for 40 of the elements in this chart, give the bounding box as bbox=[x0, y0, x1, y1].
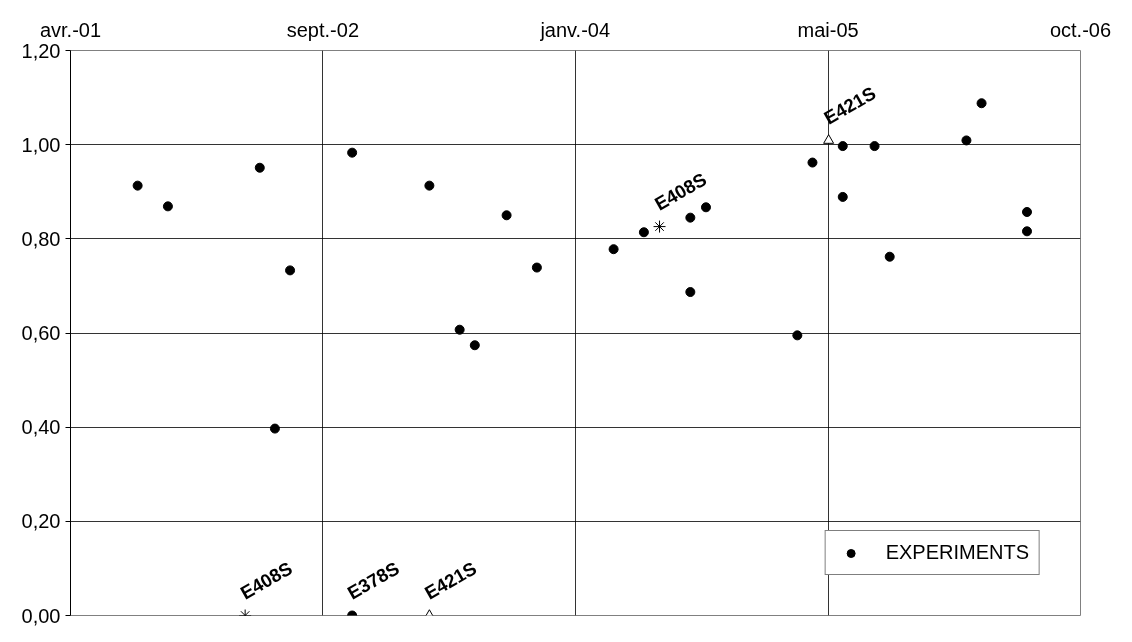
point bbox=[254, 162, 265, 173]
y-tick-label: 1,20 bbox=[21, 39, 61, 62]
point bbox=[1022, 226, 1032, 237]
x-tick-label: avr.-01 bbox=[39, 18, 102, 41]
point bbox=[162, 201, 173, 212]
point bbox=[132, 180, 143, 191]
point bbox=[807, 157, 818, 168]
y-tick-label: 1,00 bbox=[21, 133, 61, 156]
point bbox=[269, 423, 280, 434]
legend-label: EXPERIMENTS bbox=[885, 541, 1029, 564]
point bbox=[792, 330, 803, 341]
y-tick-label: 0,60 bbox=[21, 322, 61, 344]
y-tick-label: 0,00 bbox=[21, 604, 61, 627]
point bbox=[638, 227, 649, 238]
point bbox=[685, 212, 696, 223]
point bbox=[837, 141, 848, 152]
point bbox=[608, 244, 619, 255]
y-tick-label: 0,40 bbox=[21, 416, 61, 439]
point bbox=[285, 265, 296, 276]
point bbox=[961, 135, 972, 146]
y-tick-label: 0,20 bbox=[21, 510, 61, 533]
y-tick-label: 0,80 bbox=[21, 227, 61, 250]
x-tick-label: janv.-04 bbox=[539, 18, 611, 41]
point bbox=[1022, 207, 1032, 217]
x-tick-label: oct.-06 bbox=[1049, 18, 1112, 41]
point bbox=[531, 262, 542, 273]
x-tick-label: mai-05 bbox=[797, 18, 859, 41]
point bbox=[823, 134, 835, 144]
point bbox=[884, 251, 895, 262]
point bbox=[347, 147, 358, 158]
point bbox=[469, 340, 480, 351]
point bbox=[837, 191, 848, 202]
point bbox=[685, 287, 696, 298]
point bbox=[653, 220, 667, 234]
point bbox=[869, 141, 880, 152]
point bbox=[454, 324, 465, 335]
x-tick-label: sept.-02 bbox=[286, 18, 360, 41]
point bbox=[501, 210, 512, 221]
point bbox=[424, 180, 435, 191]
point bbox=[976, 98, 987, 109]
